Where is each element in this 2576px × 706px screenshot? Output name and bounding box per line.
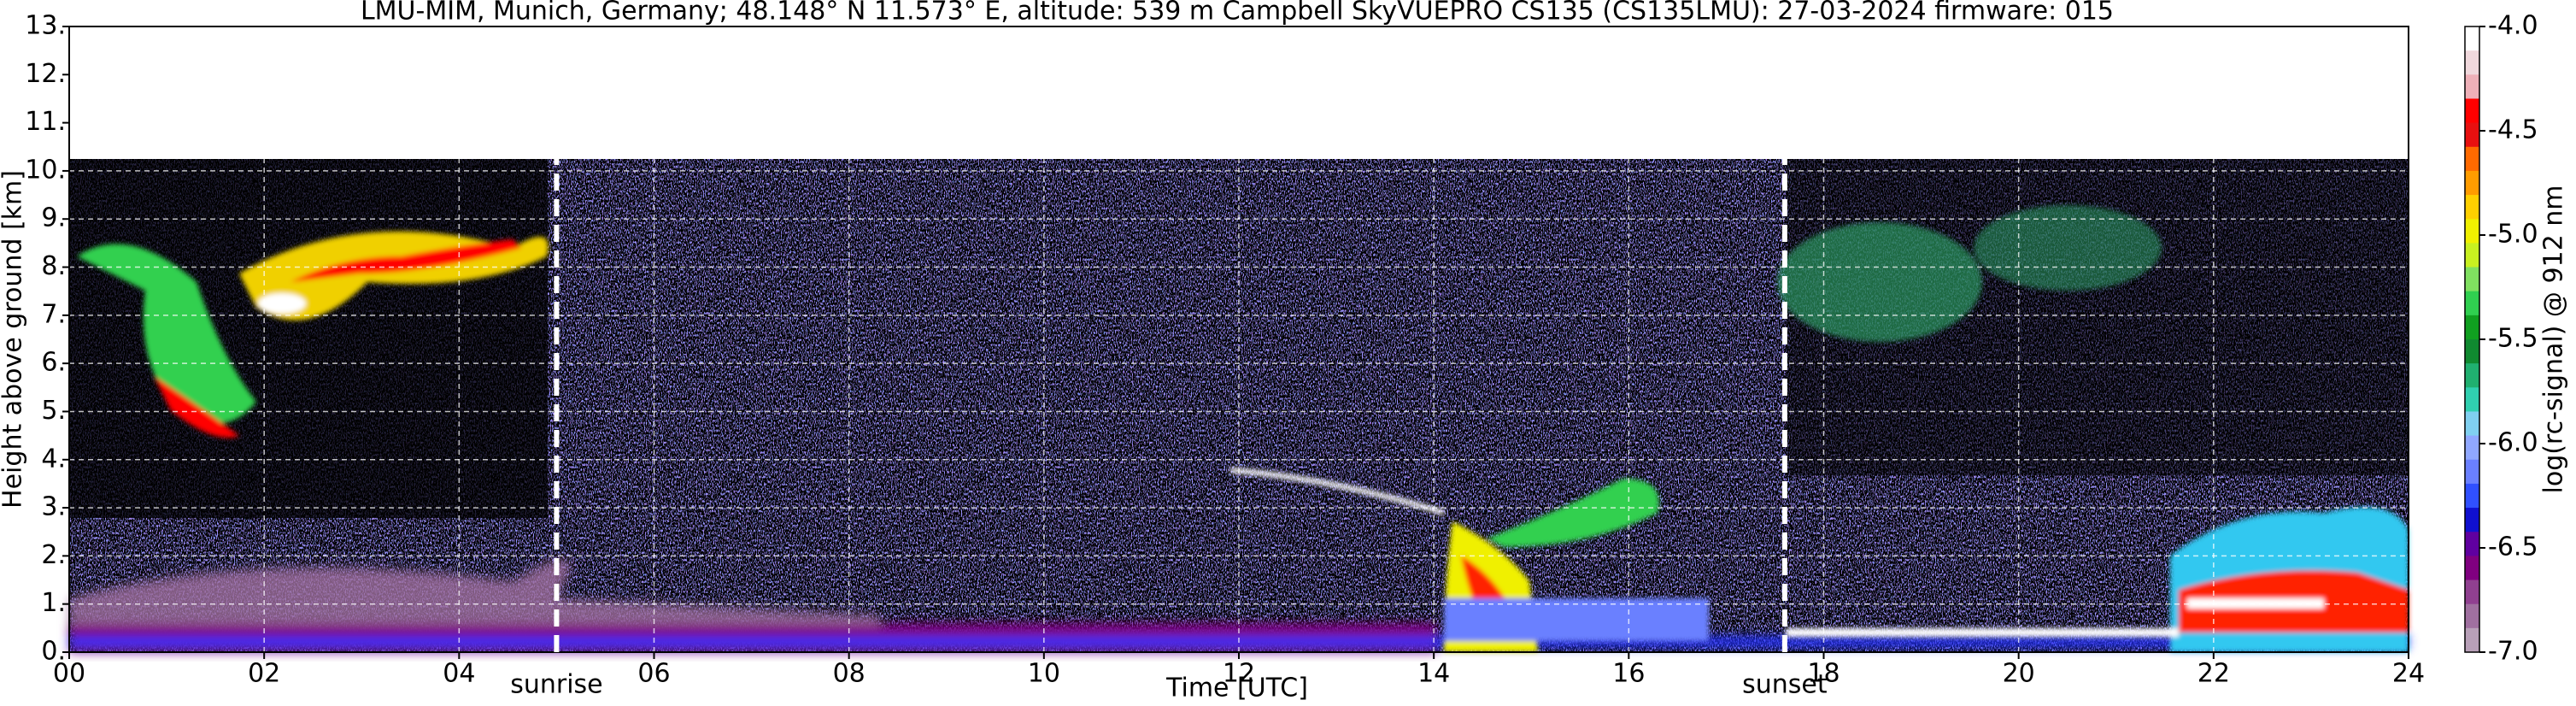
colorbar-swatch <box>2465 339 2479 364</box>
annotation-label: sunset <box>1742 670 1828 700</box>
y-tick-label: 1. <box>41 588 66 618</box>
y-axis-label: Height above ground [km] <box>0 170 28 509</box>
colorbar-tick-label: -5.0 <box>2488 220 2538 250</box>
colorbar-swatch <box>2465 122 2479 148</box>
y-tick-label: 2. <box>41 540 66 570</box>
y-tick-label: 8. <box>41 251 66 281</box>
annotation-label: sunrise <box>510 670 602 700</box>
colorbar-swatch <box>2465 291 2479 316</box>
y-tick-label: 9. <box>41 203 66 233</box>
x-tick-label: 24 <box>2392 659 2425 689</box>
x-tick-label: 02 <box>248 659 280 689</box>
x-tick-label: 20 <box>2003 659 2035 689</box>
y-tick-label: 3. <box>41 492 66 522</box>
colorbar-swatch <box>2465 532 2479 556</box>
colorbar-swatch <box>2465 146 2479 172</box>
y-tick-label: 12. <box>25 59 66 89</box>
colorbar-swatch <box>2465 508 2479 532</box>
x-tick-label: 08 <box>833 659 866 689</box>
colorbar-swatch <box>2465 195 2479 220</box>
colorbar-tick-label: -6.0 <box>2488 428 2538 458</box>
y-tick-label: 4. <box>41 444 66 474</box>
y-tick-label: 0. <box>41 637 66 667</box>
colorbar-tick-label: -5.5 <box>2488 324 2538 354</box>
x-tick-label: 06 <box>637 659 670 689</box>
colorbar-swatch <box>2465 219 2479 244</box>
x-axis-label: Time [UTC] <box>1165 674 1308 703</box>
colorbar-swatch <box>2465 556 2479 581</box>
chart-title: LMU-MIM, Munich, Germany; 48.148° N 11.5… <box>361 0 2114 26</box>
colorbar-swatch <box>2465 74 2479 99</box>
y-tick-label: 10. <box>25 155 66 185</box>
colorbar-swatch <box>2465 98 2479 124</box>
colorbar-swatch <box>2465 243 2479 268</box>
colorbar-tick-label: -4.5 <box>2488 115 2538 145</box>
x-tick-label: 04 <box>443 659 475 689</box>
x-tick-label: 00 <box>53 659 85 689</box>
colorbar-swatch <box>2465 267 2479 292</box>
x-tick-label: 10 <box>1028 659 1060 689</box>
colorbar-swatch <box>2465 435 2479 461</box>
colorbar-swatch <box>2465 387 2479 412</box>
colorbar-label: log(rc-signal) @ 912 nm <box>2539 185 2569 494</box>
colorbar-swatch <box>2465 315 2479 340</box>
colorbar-tick-label: -4.0 <box>2488 11 2538 41</box>
y-tick-label: 7. <box>41 299 66 329</box>
x-tick-label: 16 <box>1612 659 1645 689</box>
x-tick-label: 22 <box>2198 659 2230 689</box>
colorbar-swatch <box>2465 363 2479 388</box>
colorbar-swatch <box>2465 483 2479 509</box>
colorbar-swatch <box>2465 26 2479 51</box>
colorbar-swatch <box>2465 411 2479 437</box>
colorbar-swatch <box>2465 50 2479 75</box>
colorbar-swatch <box>2465 603 2479 629</box>
y-tick-label: 11. <box>25 107 66 137</box>
colorbar-tick-label: -6.5 <box>2488 532 2538 562</box>
colorbar-tick-label: -7.0 <box>2488 637 2538 667</box>
colorbar-swatch <box>2465 627 2479 653</box>
colorbar-swatch <box>2465 459 2479 485</box>
y-tick-label: 5. <box>41 396 66 426</box>
y-tick-label: 6. <box>41 348 66 378</box>
colorbar-swatch <box>2465 580 2479 605</box>
y-tick-label: 13. <box>25 11 66 41</box>
colorbar-swatch <box>2465 170 2479 196</box>
x-tick-label: 12 <box>1223 659 1255 689</box>
x-tick-label: 18 <box>1807 659 1840 689</box>
x-tick-label: 14 <box>1417 659 1450 689</box>
